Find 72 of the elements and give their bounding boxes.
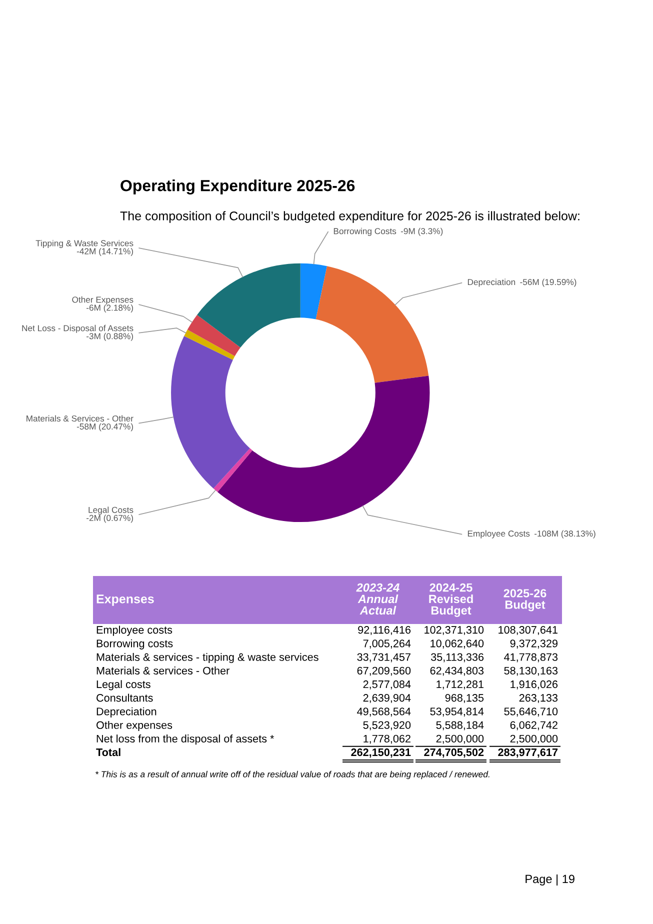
donut-slice	[213, 448, 252, 492]
data-label: 108,307,641	[498, 626, 558, 635]
category-label: Materials & services - tipping & waste services	[96, 652, 318, 664]
data-label: 35,113,336	[431, 653, 484, 662]
data-label: 968,135	[445, 694, 484, 703]
category-label: Employee costs	[96, 626, 172, 636]
text: * This is as a result of annual write off of the residual value of roads that are being replaced / renewed.	[96, 770, 490, 780]
text: Expenses	[96, 594, 154, 606]
donut-slice	[300, 263, 328, 320]
data-label: 53,954,814	[430, 708, 484, 717]
data-label: 1,712,281	[436, 680, 484, 690]
slice-label: Tipping & Waste Services	[36, 240, 134, 248]
data-label: 41,778,873	[504, 653, 558, 662]
text: 2025-26 Budget	[504, 589, 546, 612]
data-label: -3M (0.88%)	[86, 332, 133, 341]
data-label: 2,500,000	[510, 734, 558, 744]
data-label: 2,577,084	[363, 680, 411, 690]
data-label: -58M (20.47%)	[76, 423, 133, 432]
text: 2024-25 Revised Budget	[429, 583, 473, 617]
data-label: 62,434,803	[430, 666, 484, 676]
slice-label: Legal Costs	[88, 506, 134, 515]
data-label: 55,646,710	[504, 708, 558, 717]
category-label: Borrowing costs	[96, 639, 173, 650]
data-label: 2,500,000	[436, 734, 484, 744]
data-label: -6M (2.18%)	[86, 304, 133, 312]
donut-slice	[187, 314, 240, 356]
donut-slice	[197, 263, 300, 348]
data-label: 49,568,564	[357, 708, 411, 717]
slice-label: Borrowing Costs	[334, 228, 396, 236]
donut-slice	[184, 330, 235, 360]
category-label: Legal costs	[96, 680, 150, 690]
category-label: Net loss from the disposal of assets *	[96, 734, 274, 745]
data-label: 5,523,920	[363, 721, 411, 730]
donut-slice	[218, 376, 430, 522]
data-label: 7,005,264	[363, 640, 411, 649]
donut-slice	[316, 266, 429, 383]
data-label: -42M (14.71%)	[76, 248, 133, 256]
data-label: -56M (19.59%)	[520, 278, 576, 287]
slice-label: Materials & Services - Other	[26, 415, 134, 422]
slice-label: Depreciation	[468, 278, 516, 287]
text: Page | 19	[526, 874, 574, 886]
data-label: 1,778,062	[364, 734, 410, 744]
data-label: 10,062,640	[430, 640, 484, 649]
chart-title: Operating Expenditure 2025-26	[120, 180, 355, 194]
data-label: 92,116,416	[358, 626, 411, 635]
data-label: 263,133	[519, 694, 558, 703]
data-label: 58,130,163	[504, 666, 558, 676]
category-label: Other expenses	[96, 720, 172, 732]
data-label: 274,705,502	[424, 748, 484, 758]
data-label: -108M (38.13%)	[534, 530, 596, 538]
category-label: Total	[96, 748, 120, 756]
slice-label: Other Expenses	[72, 296, 134, 304]
data-label: 5,588,184	[436, 721, 484, 730]
data-label: 33,731,457	[357, 653, 410, 662]
data-label: 283,977,617	[498, 748, 558, 758]
data-label: 9,372,329	[510, 640, 558, 649]
data-label: -9M (3.3%)	[400, 228, 443, 236]
data-label: -2M (0.67%)	[86, 514, 133, 523]
data-label: 262,150,231	[351, 748, 411, 758]
chart-subtitle: The composition of Council’s budgeted expenditure for 2025-26 is illustrated below:	[120, 211, 580, 223]
slice-label: Net Loss - Disposal of Assets	[22, 324, 134, 333]
data-label: 1,916,026	[510, 680, 558, 690]
category-label: Materials & services - Other	[96, 666, 230, 675]
data-label: 6,062,742	[510, 721, 558, 730]
data-label: 102,371,310	[424, 626, 484, 635]
category-label: Depreciation	[96, 707, 156, 718]
slice-label: Employee Costs	[468, 530, 530, 538]
donut-slice	[171, 336, 250, 488]
category-label: Consultants	[96, 694, 153, 702]
text: 2023-24 Annual Actual	[356, 583, 400, 615]
data-label: 67,209,560	[357, 666, 411, 676]
data-label: 2,639,904	[363, 694, 411, 703]
